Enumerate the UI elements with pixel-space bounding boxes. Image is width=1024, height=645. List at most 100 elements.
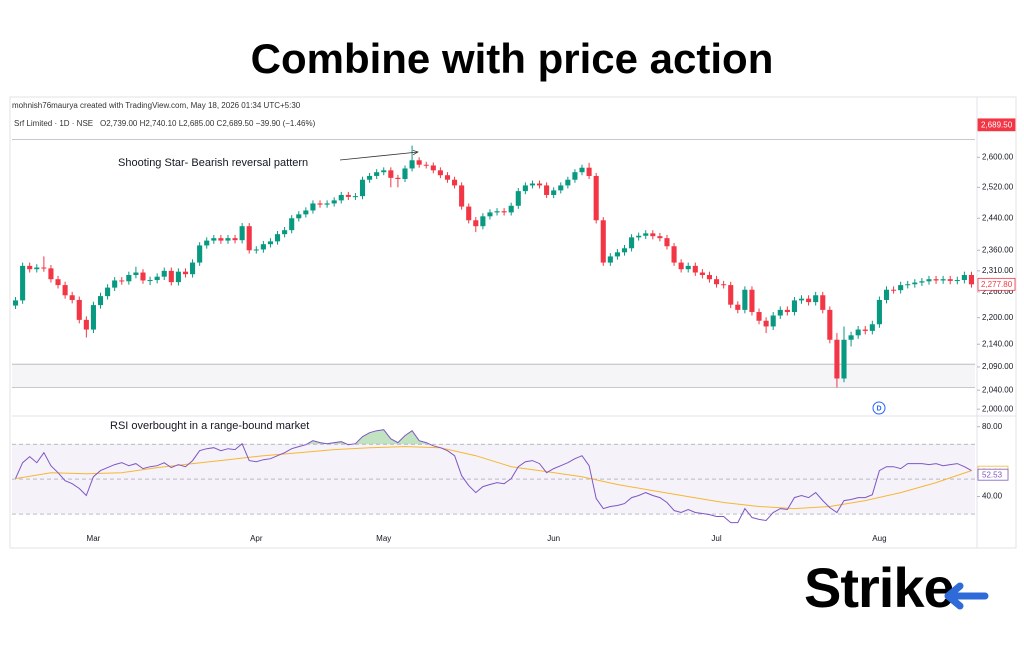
candle-body: [593, 175, 599, 221]
y-tick-label: 2,090.00: [982, 362, 1014, 371]
rsi-band: [12, 444, 975, 515]
candle-body: [395, 177, 401, 179]
candle-body: [154, 276, 160, 281]
price-tag-label: 2,689.50: [981, 120, 1013, 129]
price-tag: [977, 118, 1016, 132]
candle-body: [699, 272, 705, 276]
candle-body: [480, 216, 486, 227]
candle-body: [12, 300, 19, 306]
candle-body: [848, 335, 854, 340]
candle-body: [416, 160, 422, 165]
candle-body: [239, 226, 245, 241]
candle-body: [544, 185, 550, 195]
y-tick-label: 2,520.00: [982, 182, 1014, 191]
candle-body: [41, 267, 47, 269]
candle-body: [126, 275, 132, 282]
x-tick-label: Jun: [547, 534, 560, 543]
candle-body: [338, 194, 344, 201]
candle-body: [657, 236, 663, 239]
y-tick-label: 2,440.00: [982, 213, 1014, 222]
page-title: Combine with price action: [251, 35, 774, 82]
candle-body: [175, 271, 181, 283]
candle-body: [536, 183, 543, 186]
credit: mohnish76maurya created with TradingView…: [12, 101, 301, 110]
candle-body: [791, 300, 797, 313]
annotation: RSI overbought in a range-bound market: [110, 420, 309, 432]
candle-body: [770, 315, 776, 327]
event-icon[interactable]: [872, 401, 886, 415]
candle-body: [97, 296, 104, 306]
candle-body: [629, 237, 635, 249]
candle-body: [168, 270, 174, 283]
x-tick-label: May: [376, 534, 391, 543]
candle-body: [579, 167, 585, 173]
y-tick-label: 2,600.00: [982, 152, 1014, 161]
candle-body: [225, 238, 231, 241]
candle-body: [218, 238, 224, 241]
candle-body: [685, 265, 691, 270]
candle-body: [359, 179, 366, 197]
y-tick-label: 2,360.00: [982, 245, 1014, 254]
candle-body: [381, 170, 387, 173]
candle-body: [891, 289, 897, 291]
candle-body: [310, 203, 316, 211]
candle-body: [572, 172, 578, 180]
candle-body: [204, 240, 210, 246]
candle-body: [912, 282, 918, 285]
candle-body: [806, 298, 812, 303]
candle-body: [664, 238, 670, 247]
candle-body: [954, 280, 960, 282]
candle-body: [112, 280, 118, 288]
event-icon-label[interactable]: D: [876, 405, 881, 412]
candle-body: [197, 245, 203, 263]
candle-body: [522, 185, 528, 192]
candle-body: [444, 175, 451, 180]
candle-body: [721, 284, 727, 286]
y-tick-label: 2,200.00: [982, 313, 1014, 322]
candle-body: [367, 175, 373, 180]
candle-body: [501, 211, 507, 213]
candle-body: [409, 160, 415, 169]
y-tick-label: 2,260.00: [982, 287, 1014, 296]
candle-body: [565, 179, 571, 186]
candle-body: [558, 185, 564, 191]
rsi-tag-label: 52.53: [982, 470, 1003, 479]
candle-body: [551, 190, 557, 195]
candle-body: [940, 279, 946, 281]
candle-body: [303, 210, 309, 215]
candle-body: [437, 170, 443, 176]
candle-body: [650, 233, 656, 237]
candle-body: [459, 185, 465, 207]
symbol: Srf Limited · 1D · NSE: [14, 119, 93, 128]
level-zone: [12, 364, 975, 388]
candle-body: [713, 279, 720, 285]
candle-body: [352, 196, 358, 198]
chart-frame: [9, 96, 1017, 549]
candle-body: [331, 200, 337, 204]
candle-body: [735, 304, 741, 310]
candle-body: [777, 309, 783, 316]
candle-body: [246, 226, 252, 251]
plot: 2,600.00 2,520.00 2,440.00 2,360.00 2,310.00…: [12, 118, 1016, 543]
candle-body: [494, 211, 500, 213]
rsi-tick-label: 80.00: [982, 422, 1003, 431]
candle-body: [105, 287, 111, 297]
candle-body: [827, 309, 833, 340]
candle-body: [119, 280, 125, 282]
candle-body: [253, 249, 259, 251]
y-tick-label: 2,040.00: [982, 385, 1014, 394]
candle-body: [834, 339, 840, 379]
logo: Strike: [804, 556, 954, 619]
candle-body: [933, 279, 939, 281]
rsi-tick-label: 40.00: [982, 492, 1003, 501]
candle-body: [487, 212, 493, 217]
x-tick-label: Apr: [250, 534, 263, 543]
candle-body: [529, 183, 535, 186]
candle-body: [34, 267, 40, 270]
candle-body: [296, 214, 302, 219]
candle-body: [919, 281, 925, 283]
candle-body: [749, 289, 755, 313]
candle-body: [763, 320, 769, 327]
candle-body: [55, 279, 61, 286]
